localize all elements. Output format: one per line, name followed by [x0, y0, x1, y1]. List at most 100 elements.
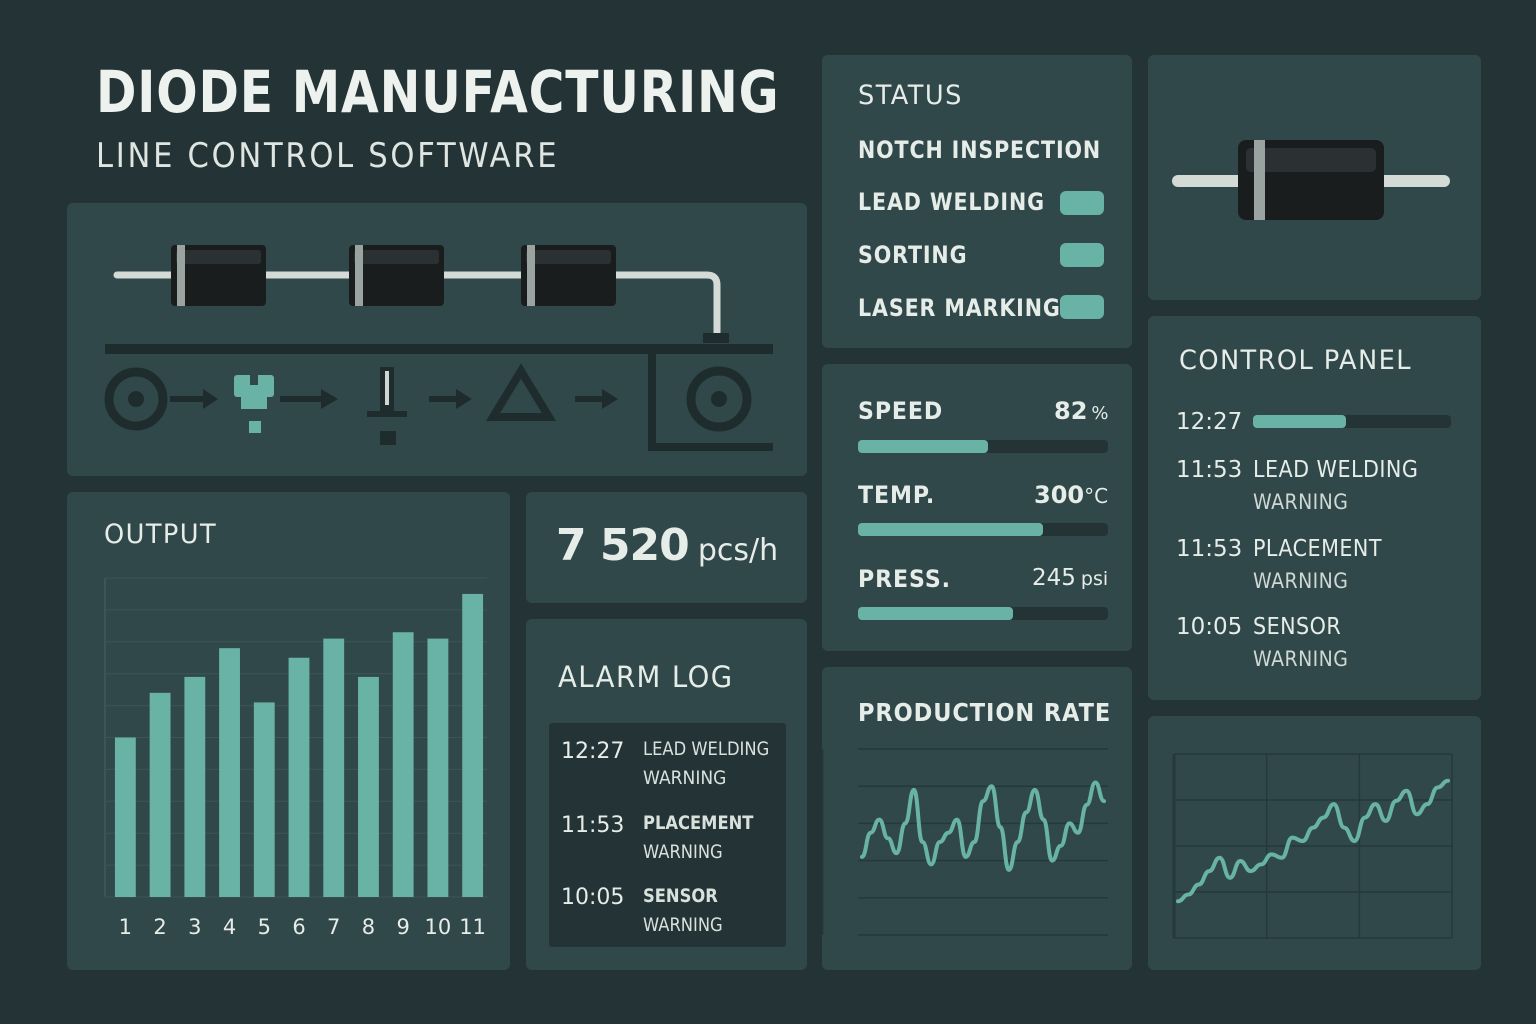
trend-series-line: [1176, 778, 1450, 904]
control-entry-line2: WARNING: [1253, 647, 1349, 671]
output-tick-label: 6: [292, 915, 305, 939]
control-entry-line2: WARNING: [1253, 569, 1349, 593]
press-gauge-fill: [858, 607, 1013, 620]
trend-line-chart: [1172, 753, 1453, 939]
temp-readout: 300°C: [1034, 481, 1108, 509]
output-chart-panel: OUTPUT 1 2 3 4 5 6 7 8 9 10 11: [67, 492, 510, 970]
trend-grid: [1172, 753, 1453, 939]
output-tick-label: 7: [327, 915, 340, 939]
arrow-right-icon: [170, 389, 618, 409]
production-rate-chart: [822, 748, 1108, 936]
output-bar: [149, 692, 171, 897]
speed-value: 82: [1054, 397, 1088, 425]
speed-gauge-fill: [858, 440, 988, 453]
speed-readout: 82%: [1054, 397, 1109, 425]
output-tick-label: 8: [362, 915, 375, 939]
alarm-log-list[interactable]: 12:27 LEAD WELDING WARNING 11:53 PLACEME…: [549, 723, 786, 947]
reel-icon: [104, 367, 168, 431]
diode-preview: [1172, 140, 1450, 220]
status-item-laser-marking: LASER MARKING: [858, 294, 1061, 322]
lead-welding-indicator[interactable]: [1060, 191, 1104, 215]
diode-icon: [1238, 140, 1384, 220]
throughput-panel: 7 520 pcs/h: [526, 492, 807, 603]
output-bar: [288, 657, 310, 897]
alarm-message: LEAD WELDING WARNING: [643, 735, 790, 793]
alarm-log-title: ALARM LOG: [558, 660, 734, 694]
alarm-line1: LEAD WELDING: [643, 738, 770, 760]
diode-icon: [521, 245, 616, 306]
app-subtitle: LINE CONTROL SOFTWARE: [96, 136, 560, 176]
temp-label: TEMP.: [858, 481, 936, 509]
control-progress-fill: [1253, 415, 1347, 428]
output-bar: [358, 676, 379, 897]
laser-marking-indicator[interactable]: [1060, 295, 1104, 319]
status-item-lead-welding: LEAD WELDING: [858, 188, 1045, 216]
production-rate-title: PRODUCTION RATE: [858, 698, 1112, 727]
alarm-time: 11:53: [561, 813, 625, 838]
output-bar: [427, 638, 449, 897]
alarm-line2: WARNING: [643, 841, 723, 863]
control-entry-time: 11:53: [1176, 536, 1243, 562]
control-entry-line1: LEAD WELDING: [1253, 457, 1419, 483]
app-title: DIODE MANUFACTURING: [96, 58, 780, 126]
production-rate-series-line: [860, 780, 1106, 872]
output-tick-label: 4: [223, 915, 236, 939]
sorting-indicator[interactable]: [1060, 243, 1104, 267]
control-entry-time: 11:53: [1176, 457, 1243, 483]
output-bar: [392, 632, 414, 897]
control-entry-time: 10:05: [1176, 614, 1243, 640]
status-item-notch-inspection: NOTCH INSPECTION: [858, 136, 1102, 164]
speed-unit: %: [1091, 403, 1109, 424]
control-progress-bar[interactable]: [1253, 415, 1451, 428]
process-line-panel: [67, 203, 807, 476]
control-panel-title: CONTROL PANEL: [1179, 345, 1413, 376]
control-entry-line1: SENSOR: [1253, 614, 1342, 640]
production-rate-panel: PRODUCTION RATE: [822, 667, 1132, 970]
placement-head-icon: [234, 375, 274, 433]
alarm-line1: SENSOR: [643, 885, 718, 907]
production-rate-grid: [822, 748, 1108, 936]
control-panel: [1148, 316, 1481, 700]
control-entry-message: PLACEMENT WARNING: [1253, 533, 1396, 597]
output-chart-title: OUTPUT: [104, 519, 218, 550]
alarm-message: PLACEMENT WARNING: [643, 809, 771, 867]
output-tick-label: 10: [425, 915, 452, 939]
output-bar: [323, 638, 345, 897]
trend-chart-panel: [1148, 716, 1481, 970]
alarm-line2: WARNING: [643, 767, 727, 789]
alarm-line1: PLACEMENT: [643, 812, 754, 834]
output-tick-label: 1: [119, 915, 132, 939]
output-bar: [253, 702, 275, 897]
output-bar: [462, 593, 484, 897]
triangle-inspection-icon: [485, 363, 557, 421]
output-bar: [219, 648, 240, 897]
alarm-time: 10:05: [561, 885, 625, 910]
press-readout: 245 psi: [1032, 565, 1108, 591]
control-entry-line2: WARNING: [1253, 490, 1349, 514]
control-entry-message: SENSOR WARNING: [1253, 611, 1359, 675]
output-tick-label: 3: [188, 915, 201, 939]
temp-gauge-fill: [858, 523, 1043, 536]
output-bar-chart: 1 2 3 4 5 6 7 8 9 10 11: [104, 577, 487, 939]
press-label: PRESS.: [858, 565, 951, 593]
output-bar: [184, 676, 206, 897]
diode-preview-panel: [1148, 55, 1481, 300]
throughput-readout: 7 520 pcs/h: [556, 520, 778, 571]
process-line-diagram: [104, 245, 773, 451]
status-title: STATUS: [858, 80, 963, 111]
output-bar: [114, 737, 136, 897]
output-tick-label: 5: [258, 915, 271, 939]
alarm-time: 12:27: [561, 739, 625, 764]
speed-label: SPEED: [858, 397, 944, 425]
alarm-line2: WARNING: [643, 914, 723, 936]
diode-icon: [171, 245, 266, 306]
output-tick-label: 9: [396, 915, 409, 939]
speed-gauge: [858, 440, 1108, 453]
alarm-message: SENSOR WARNING: [643, 882, 736, 940]
temp-value: 300: [1034, 481, 1085, 509]
temp-gauge: [858, 523, 1108, 536]
welding-probe-icon: [367, 367, 407, 445]
press-value: 245: [1032, 565, 1076, 591]
press-gauge: [858, 607, 1108, 620]
output-reel-icon: [686, 366, 752, 432]
